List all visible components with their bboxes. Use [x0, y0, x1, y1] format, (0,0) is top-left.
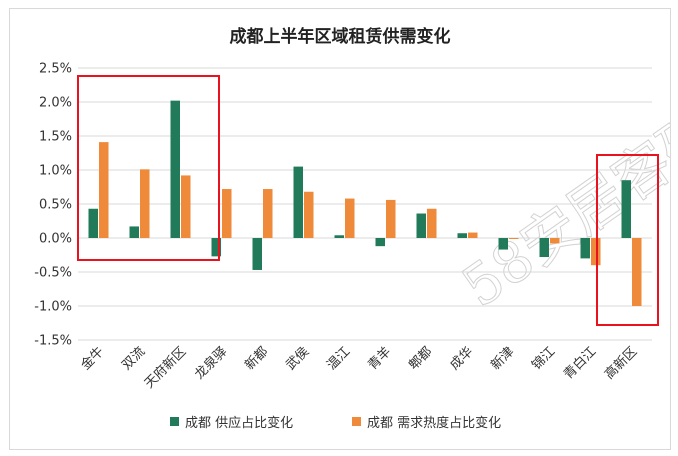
bar-demand [263, 189, 273, 238]
x-tick-label: 成华 [447, 344, 476, 373]
bar-demand [99, 142, 109, 238]
highlight-box [596, 154, 659, 326]
bar-supply [170, 100, 180, 238]
bar-supply [334, 235, 344, 238]
bar-supply [457, 233, 467, 238]
bar-supply [129, 226, 139, 238]
bar-demand [509, 238, 519, 239]
x-tick-label: 龙泉驿 [191, 344, 230, 383]
x-tick-label: 金牛 [78, 344, 108, 374]
bar-supply [211, 238, 221, 257]
bar-supply [539, 238, 549, 258]
y-tick-label: 1.0% [39, 164, 72, 179]
bar-demand [468, 232, 478, 238]
x-tick-label: 温江 [324, 344, 353, 373]
chart-frame: 58安居客研究院 成都上半年区域租赁供需变化 2.5% 2.0% 1.5% 1.0% 0.5… [9, 8, 671, 450]
chart: 58安居客研究院成都上半年区域租赁供需变化2.5%2.0%1.5%1.0%0.5… [34, 26, 670, 431]
x-tick-label: 新都 [242, 344, 272, 374]
bar-supply [580, 238, 590, 259]
bar-demand [140, 169, 150, 238]
y-tick-label: -1.5% [34, 334, 72, 349]
x-tick-label: 郫都 [406, 344, 436, 374]
bar-supply [416, 213, 426, 238]
bar-demand [427, 208, 437, 238]
bar-supply [252, 238, 262, 270]
bar-supply [498, 238, 508, 250]
bar-demand [632, 238, 642, 306]
bar-demand [304, 191, 314, 238]
bar-supply [293, 166, 303, 238]
y-tick-label: 0.0% [39, 232, 72, 247]
legend-label-demand: 成都 需求热度占比变化 [367, 415, 501, 431]
y-tick-label: -0.5% [34, 266, 72, 281]
bar-demand [181, 175, 191, 238]
x-tick-label: 天府新区 [141, 344, 189, 392]
bar-demand [386, 199, 396, 238]
bar-demand [591, 238, 601, 266]
x-tick-label: 双流 [119, 344, 148, 373]
bar-supply [375, 238, 385, 247]
bar-demand [222, 189, 232, 238]
x-tick-label: 高新区 [601, 344, 640, 383]
x-tick-label: 青羊 [365, 344, 395, 374]
legend-swatch-supply [170, 417, 179, 426]
y-tick-label: 1.5% [39, 130, 72, 145]
y-tick-label: -1.0% [34, 300, 72, 315]
x-tick-label: 武侯 [283, 344, 312, 373]
y-tick-label: 2.0% [39, 96, 72, 111]
bar-demand [550, 238, 560, 244]
x-tick-label: 新津 [488, 344, 518, 374]
bar-demand [345, 198, 355, 238]
y-tick-label: 0.5% [39, 198, 72, 213]
legend-swatch-demand [352, 417, 361, 426]
x-tick-label: 锦江 [529, 344, 558, 373]
highlight-box [77, 75, 220, 261]
y-tick-label: 2.5% [39, 62, 72, 77]
chart-title: 成都上半年区域租赁供需变化 [230, 26, 451, 47]
x-tick-label: 青白江 [560, 344, 599, 383]
bar-supply [621, 180, 631, 238]
bar-supply [88, 208, 98, 238]
legend-label-supply: 成都 供应占比变化 [185, 415, 293, 431]
